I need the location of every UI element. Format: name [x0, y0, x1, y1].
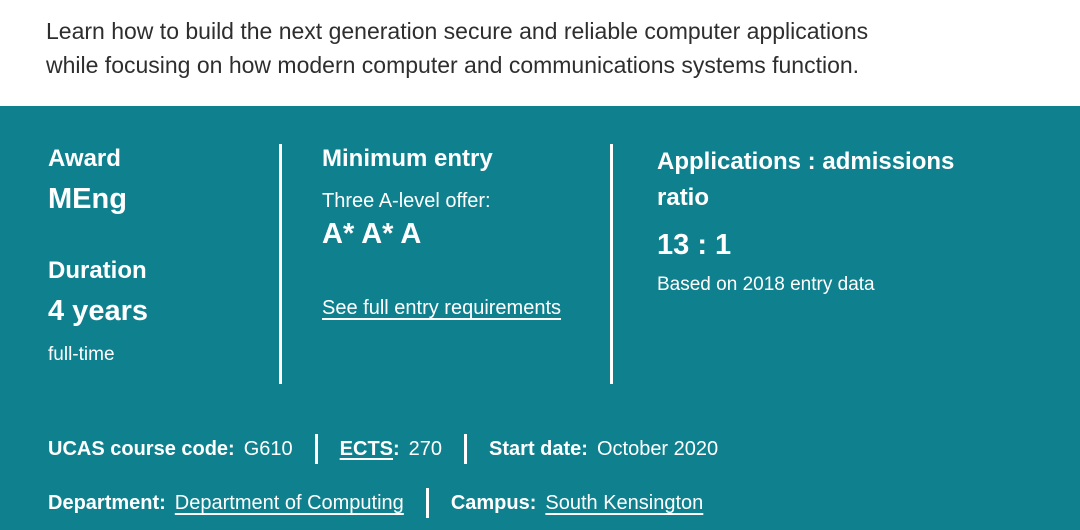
minimum-entry-column: Minimum entry Three A-level offer: A* A*… [282, 144, 610, 320]
key-facts-columns: Award MEng Duration 4 years full-time Mi… [48, 144, 1080, 384]
duration-value: 4 years [48, 295, 148, 327]
course-meta-row-1: UCAS course code: G610 ECTS: 270 Start d… [48, 434, 1080, 464]
department-label: Department: [48, 492, 166, 514]
duration-label: Duration [48, 257, 147, 284]
department: Department: Department of Computing [48, 490, 404, 516]
course-meta-row-2: Department: Department of Computing Camp… [48, 488, 1080, 518]
start-date-value: October 2020 [596, 438, 719, 460]
meta-divider [464, 434, 468, 464]
key-facts-band: Award MEng Duration 4 years full-time Mi… [0, 106, 1080, 530]
award-value: MEng [48, 183, 127, 215]
ucas-value: G610 [243, 438, 293, 460]
campus: Campus: South Kensington [451, 490, 703, 516]
ects-value: 270 [408, 438, 443, 460]
ratio-value: 13 : 1 [657, 229, 732, 261]
ects-label[interactable]: ECTS [339, 438, 393, 460]
applications-ratio-column: Applications : admissions ratio 13 : 1 B… [613, 144, 1043, 296]
start-date: Start date: October 2020 [489, 436, 718, 462]
award-label: Award [48, 145, 121, 172]
meta-divider [314, 434, 318, 464]
start-date-label: Start date: [489, 438, 588, 460]
campus-link[interactable]: South Kensington [545, 492, 704, 514]
offer-intro-text: Three A-level offer: [322, 190, 491, 212]
intro-line-2: while focusing on how modern computer an… [46, 52, 860, 78]
ects-credits: ECTS: 270 [340, 436, 442, 462]
ratio-label: Applications : admissions ratio [657, 148, 955, 211]
offer-grades: A* A* A [322, 218, 422, 250]
course-intro: Learn how to build the next generation s… [0, 0, 1080, 106]
ucas-label: UCAS course code: [48, 438, 235, 460]
award-column: Award MEng Duration 4 years full-time [48, 144, 279, 366]
ects-colon: : [393, 438, 400, 460]
entry-requirements-link[interactable]: See full entry requirements [322, 297, 562, 319]
column-divider-1 [279, 144, 282, 384]
duration-note: full-time [48, 344, 115, 365]
ucas-course-code: UCAS course code: G610 [48, 436, 293, 462]
ratio-note: Based on 2018 entry data [657, 274, 875, 295]
department-link[interactable]: Department of Computing [174, 492, 404, 514]
intro-line-1: Learn how to build the next generation s… [46, 18, 869, 44]
minimum-entry-label: Minimum entry [322, 145, 493, 172]
campus-label: Campus: [450, 492, 537, 514]
column-divider-2 [610, 144, 613, 384]
meta-divider [425, 488, 429, 518]
